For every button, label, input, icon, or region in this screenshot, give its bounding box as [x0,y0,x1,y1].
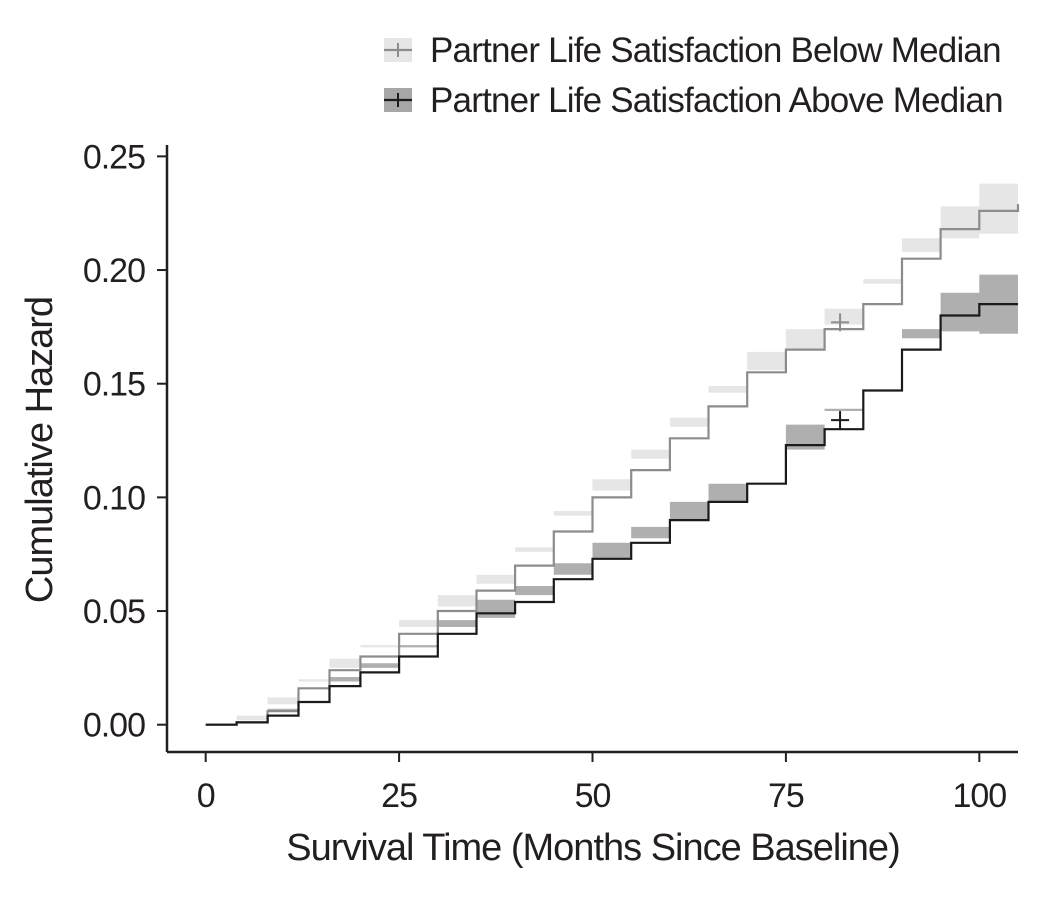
y-tick-label: 0.05 [83,593,145,631]
y-tick-label: 0.25 [83,138,145,176]
censor-mark-series-1 [831,313,850,332]
y-tick-label: 0.20 [83,252,145,290]
chart-axes: 0.00 0.05 0.10 0.15 0.20 0.25 0 25 50 75 100 [83,138,1018,815]
hazard-lines [205,204,1020,726]
x-tick-label: 75 [768,777,804,815]
legend-label: Partner Life Satisfaction Below Median [430,31,1001,70]
legend-item-series-2: Partner Life Satisfaction Above Median [384,81,1004,120]
confidence-bands [205,170,1018,725]
x-tick-label: 100 [952,777,1006,815]
y-axis-title: Cumulative Hazard [19,297,61,603]
censor-marks [831,313,850,430]
hazard-line-series-2 [205,303,1018,726]
chart-legend: Partner Life Satisfaction Below Median Pa… [384,31,1004,120]
legend-item-series-1: Partner Life Satisfaction Below Median [384,31,1002,70]
legend-label: Partner Life Satisfaction Above Median [430,81,1003,120]
x-axis-title: Survival Time (Months Since Baseline) [286,827,899,869]
x-tick-label: 0 [197,777,215,815]
hazard-line-series-1 [205,204,1020,726]
y-tick-label: 0.10 [83,479,145,517]
y-tick-label: 0.15 [83,366,145,404]
x-tick-label: 50 [575,777,611,815]
axis-titles: Survival Time (Months Since Baseline) Cu… [19,297,901,869]
y-tick-label: 0.00 [83,707,145,745]
x-tick-label: 25 [381,777,417,815]
censor-mark-series-2 [831,411,850,430]
confidence-band-series-1 [205,170,1018,725]
